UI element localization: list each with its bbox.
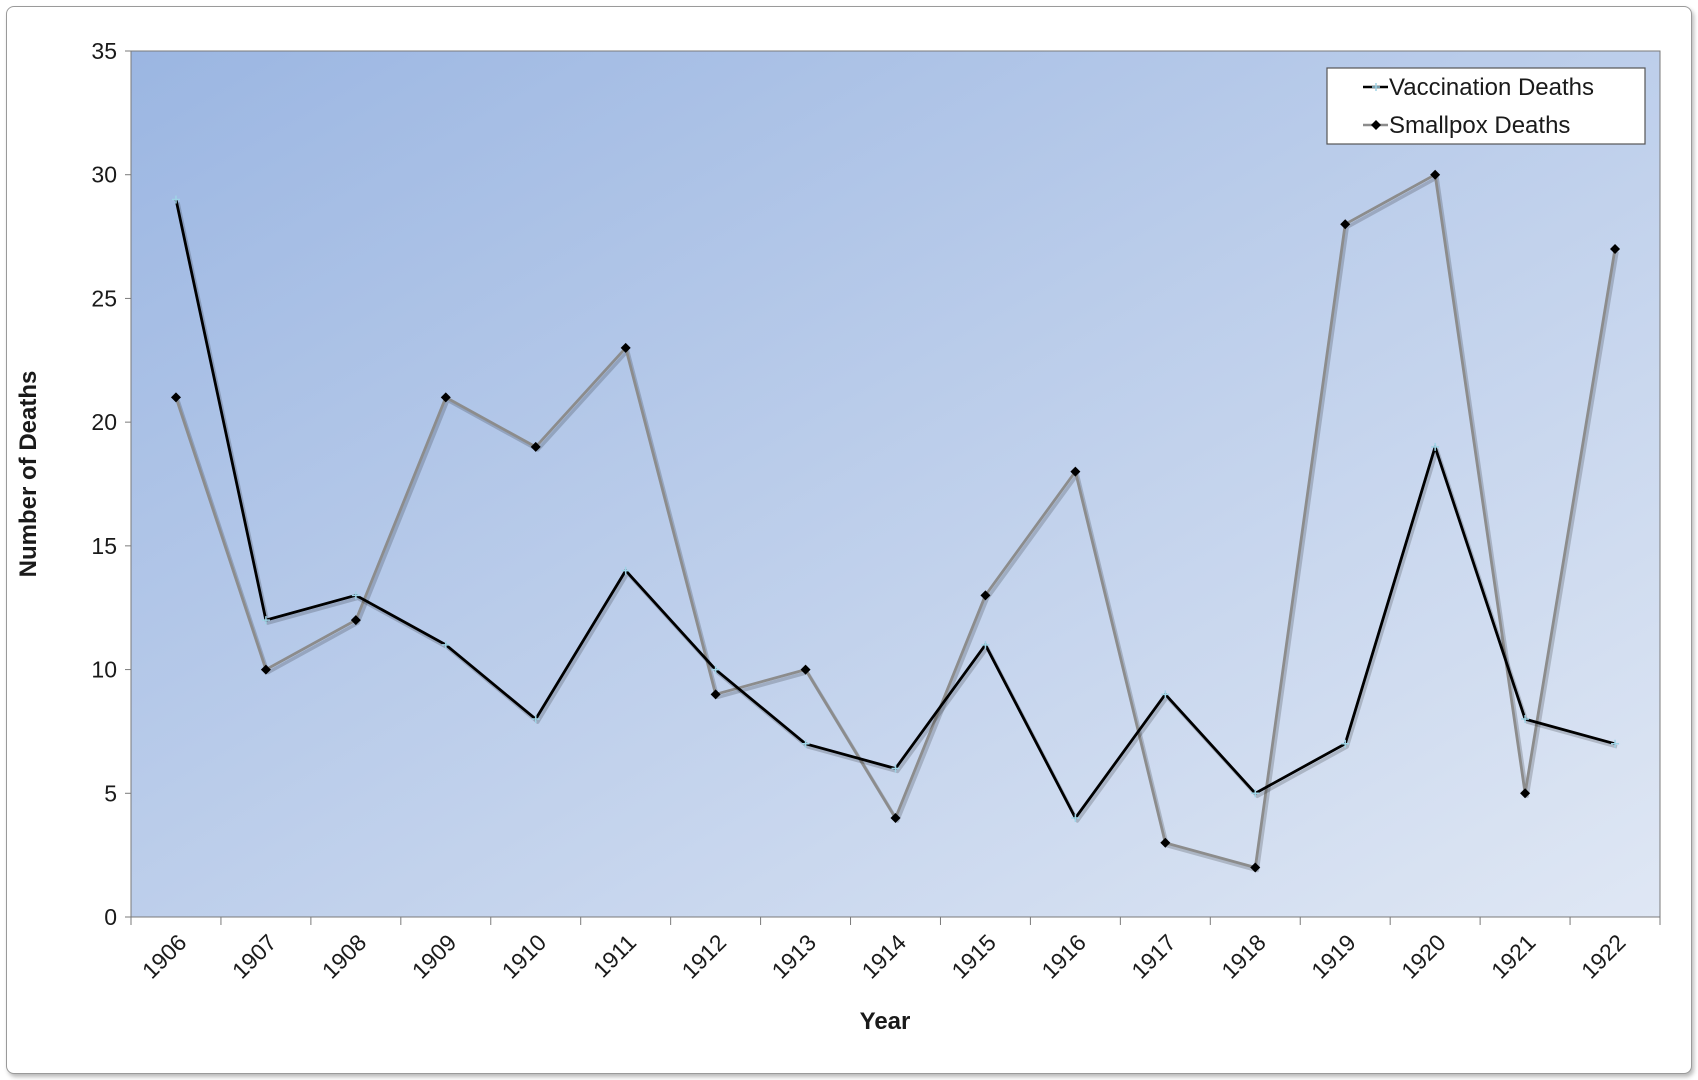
- series-shadow-vaccination-deaths: [176, 202, 1618, 823]
- y-tick-label: 5: [104, 780, 117, 806]
- data-point-smallpox-deaths: [890, 813, 901, 824]
- data-point-vaccination-deaths: [1341, 739, 1350, 748]
- x-tick-label: 1914: [856, 929, 911, 984]
- y-tick-label: 15: [91, 533, 117, 559]
- data-point-vaccination-deaths: [1251, 789, 1260, 798]
- data-point-smallpox-deaths: [980, 590, 991, 601]
- x-tick-label: 1912: [677, 929, 732, 984]
- x-tick-label: 1922: [1576, 929, 1631, 984]
- legend-box: [1326, 67, 1646, 145]
- legend-marker-vaccination-deaths: [1372, 83, 1380, 91]
- y-tick-label: 20: [91, 409, 117, 435]
- y-tick-label: 30: [91, 162, 117, 188]
- y-tick-label: 0: [104, 904, 117, 930]
- x-tick-label: 1919: [1306, 929, 1361, 984]
- data-point-smallpox-deaths: [1610, 243, 1621, 254]
- data-point-smallpox-deaths: [1070, 466, 1081, 477]
- x-tick-label: 1908: [317, 929, 372, 984]
- x-tick-label: 1917: [1126, 929, 1181, 984]
- data-point-smallpox-deaths: [1250, 862, 1261, 873]
- y-tick-label: 35: [91, 38, 117, 64]
- y-tick-label: 25: [91, 285, 117, 311]
- data-point-vaccination-deaths: [441, 640, 450, 649]
- data-point-vaccination-deaths: [351, 591, 360, 600]
- x-tick-label: 1915: [946, 929, 1001, 984]
- x-tick-label: 1921: [1486, 929, 1541, 984]
- legend-label-smallpox-deaths: Smallpox Deaths: [1389, 112, 1570, 139]
- data-point-smallpox-deaths: [710, 689, 721, 700]
- data-point-vaccination-deaths: [1071, 814, 1080, 823]
- data-point-vaccination-deaths: [171, 195, 180, 204]
- data-point-smallpox-deaths: [1340, 219, 1351, 230]
- x-tick-label: 1911: [588, 929, 641, 982]
- data-point-smallpox-deaths: [620, 342, 631, 353]
- legend: Vaccination Deaths Smallpox Deaths: [1326, 67, 1646, 145]
- y-tick-label: 10: [91, 657, 117, 683]
- x-tick-label: 1916: [1036, 929, 1091, 984]
- x-axis-title: Year: [860, 1008, 911, 1035]
- x-tick-label: 1913: [767, 929, 822, 984]
- legend-marker-smallpox-deaths: [1371, 120, 1381, 130]
- data-point-smallpox-deaths: [170, 392, 181, 403]
- x-tick-label: 1920: [1396, 929, 1451, 984]
- data-point-vaccination-deaths: [261, 616, 270, 625]
- data-point-smallpox-deaths: [440, 392, 451, 403]
- legend-label-vaccination-deaths: Vaccination Deaths: [1389, 74, 1594, 101]
- x-tick-label: 1909: [407, 929, 462, 984]
- plot-area: [130, 50, 1661, 918]
- data-point-vaccination-deaths: [1431, 442, 1440, 451]
- data-point-smallpox-deaths: [1160, 837, 1171, 848]
- data-point-vaccination-deaths: [1161, 690, 1170, 699]
- data-point-smallpox-deaths: [800, 664, 811, 675]
- x-tick-label: 1918: [1216, 929, 1271, 984]
- data-point-vaccination-deaths: [981, 640, 990, 649]
- data-point-vaccination-deaths: [891, 764, 900, 773]
- data-point-vaccination-deaths: [711, 665, 720, 674]
- x-tick-label: 1910: [497, 929, 552, 984]
- data-point-smallpox-deaths: [530, 441, 541, 452]
- y-axis-title: Number of Deaths: [15, 371, 42, 578]
- data-point-smallpox-deaths: [1520, 788, 1531, 799]
- data-point-smallpox-deaths: [260, 664, 271, 675]
- x-tick-label: 1907: [227, 929, 282, 984]
- data-point-smallpox-deaths: [350, 615, 361, 626]
- data-point-vaccination-deaths: [1611, 739, 1620, 748]
- data-point-vaccination-deaths: [1521, 715, 1530, 724]
- data-point-vaccination-deaths: [531, 715, 540, 724]
- data-point-smallpox-deaths: [1430, 169, 1441, 180]
- x-tick-label: 1906: [137, 929, 192, 984]
- data-point-vaccination-deaths: [621, 566, 630, 575]
- data-point-vaccination-deaths: [801, 739, 810, 748]
